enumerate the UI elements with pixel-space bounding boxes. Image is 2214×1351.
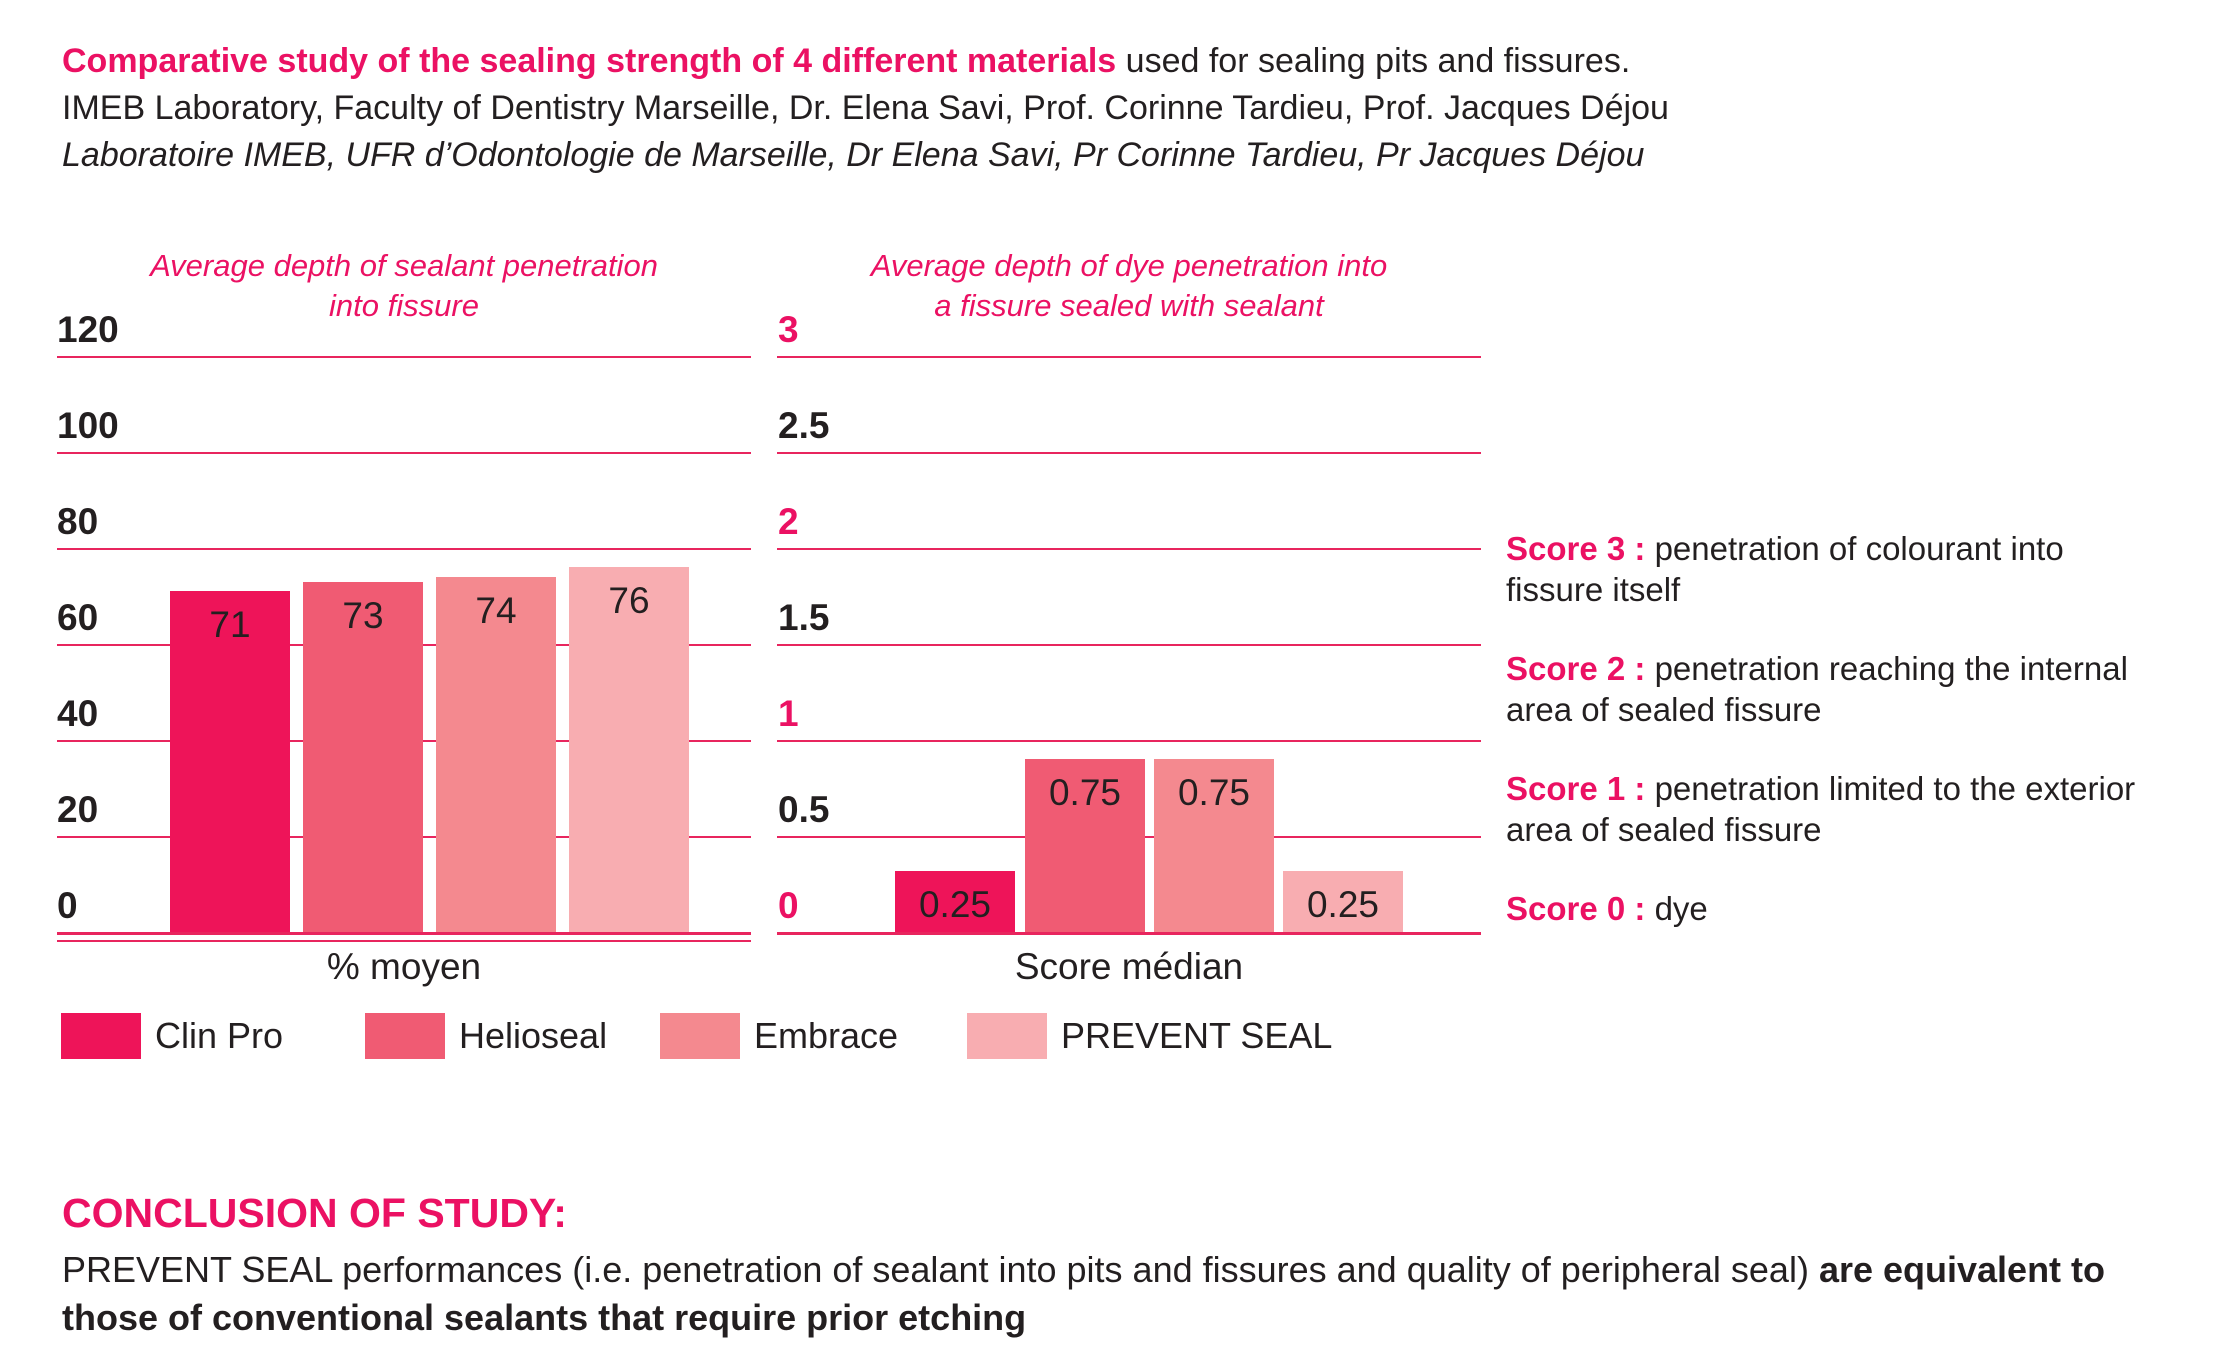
gridline [57, 452, 751, 454]
legend-label: Embrace [754, 1015, 899, 1056]
score-description: penetration limited to the exterior area… [1506, 770, 2136, 848]
bar-value-label: 0.75 [1048, 772, 1121, 813]
y-tick-label: 0.5 [778, 789, 830, 830]
gridline [777, 452, 1481, 454]
conclusion-line-1: PREVENT SEAL performances (i.e. penetrat… [62, 1246, 2162, 1294]
y-tick-label: 0 [57, 885, 78, 926]
bar-value-label: 71 [209, 604, 251, 645]
study-title-highlight: Comparative study of the sealing strengt… [62, 42, 1117, 80]
bar-embrace [436, 577, 556, 932]
bar-prevent-seal [1283, 871, 1403, 932]
y-tick-label: 2 [778, 501, 799, 542]
score-description: dye [1654, 890, 1708, 927]
bar-helioseal [1025, 759, 1145, 932]
y-tick-label: 100 [57, 405, 119, 446]
bar-value-label: 76 [608, 580, 650, 621]
gridline [57, 644, 751, 646]
legend-swatch-prevent-seal [967, 1013, 1047, 1059]
authors-line-en: IMEB Laboratory, Faculty of Dentistry Ma… [62, 89, 1669, 127]
score-label: Score 0 : [1506, 890, 1655, 927]
conclusion-text-regular: PREVENT SEAL performances (i.e. penetrat… [62, 1249, 1819, 1290]
conclusion-heading: CONCLUSION OF STUDY: [62, 1190, 567, 1236]
right-chart-x-label: Score médian [1014, 946, 1244, 987]
gridline [57, 548, 751, 550]
legend-swatch-clin-pro [61, 1013, 141, 1059]
y-tick-label: 40 [57, 693, 99, 734]
gridline [777, 548, 1481, 550]
y-tick-label: 2.5 [778, 405, 830, 446]
gridline [57, 356, 751, 358]
bar-prevent-seal [569, 567, 689, 932]
conclusion-line-2: those of conventional sealants that requ… [62, 1297, 1027, 1338]
bar-value-label: 0.25 [918, 884, 991, 925]
gridline [777, 356, 1481, 358]
gridline [777, 836, 1481, 838]
bar-value-label: 0.25 [1306, 884, 1379, 925]
gridline [777, 644, 1481, 646]
bar-value-label: 0.75 [1177, 772, 1250, 813]
bar-helioseal [303, 582, 423, 932]
y-tick-label: 80 [57, 501, 99, 542]
y-tick-label: 20 [57, 789, 99, 830]
score-entry: Score 0 : dye [1506, 888, 2206, 929]
header-block: Comparative study of the sealing strengt… [62, 38, 1669, 179]
left-chart-x-label: % moyen [326, 946, 482, 987]
score-description: penetration of colourant into fissure it… [1506, 530, 2064, 608]
bar-embrace [1154, 759, 1274, 932]
gridline [777, 932, 1481, 935]
y-tick-label: 1 [778, 693, 799, 734]
gridline [57, 740, 751, 742]
score-label: Score 2 : [1506, 650, 1655, 687]
y-tick-label: 60 [57, 597, 99, 638]
legend-label: Helioseal [459, 1015, 608, 1056]
score-entry: Score 2 : penetration reaching the inter… [1506, 648, 2206, 730]
study-title: Comparative study of the sealing strengt… [62, 38, 1669, 85]
y-tick-label: 1.5 [778, 597, 830, 638]
score-description: penetration reaching the internal area o… [1506, 650, 2128, 728]
study-title-rest: used for sealing pits and fissures. [1116, 42, 1631, 80]
score-label: Score 1 : [1506, 770, 1655, 807]
gridline [777, 740, 1481, 742]
gridline [57, 836, 751, 838]
score-entry: Score 1 : penetration limited to the ext… [1506, 768, 2206, 850]
legend-label: PREVENT SEAL [1061, 1015, 1333, 1056]
bar-value-label: 74 [475, 590, 517, 631]
bar-value-label: 73 [342, 595, 384, 636]
legend-swatch-embrace [660, 1013, 740, 1059]
right-chart-title: Average depth of dye penetration into a … [870, 248, 1388, 323]
y-tick-label: 0 [778, 885, 799, 926]
legend-swatch-helioseal [365, 1013, 445, 1059]
gridline [57, 932, 751, 935]
legend-label: Clin Pro [155, 1015, 284, 1056]
score-entry: Score 3 : penetration of colourant into … [1506, 528, 2206, 610]
conclusion-text-bold: are equivalent to [1818, 1249, 2106, 1290]
authors-line-fr: Laboratoire IMEB, UFR d’Odontologie de M… [62, 136, 1645, 174]
axis-base-line [57, 940, 751, 942]
conclusion-body: PREVENT SEAL performances (i.e. penetrat… [62, 1246, 2162, 1342]
bar-clin-pro [895, 871, 1015, 932]
left-chart-title: Average depth of sealant penetration int… [150, 248, 658, 323]
score-label: Score 3 : [1506, 530, 1655, 567]
bar-clin-pro [170, 591, 290, 932]
